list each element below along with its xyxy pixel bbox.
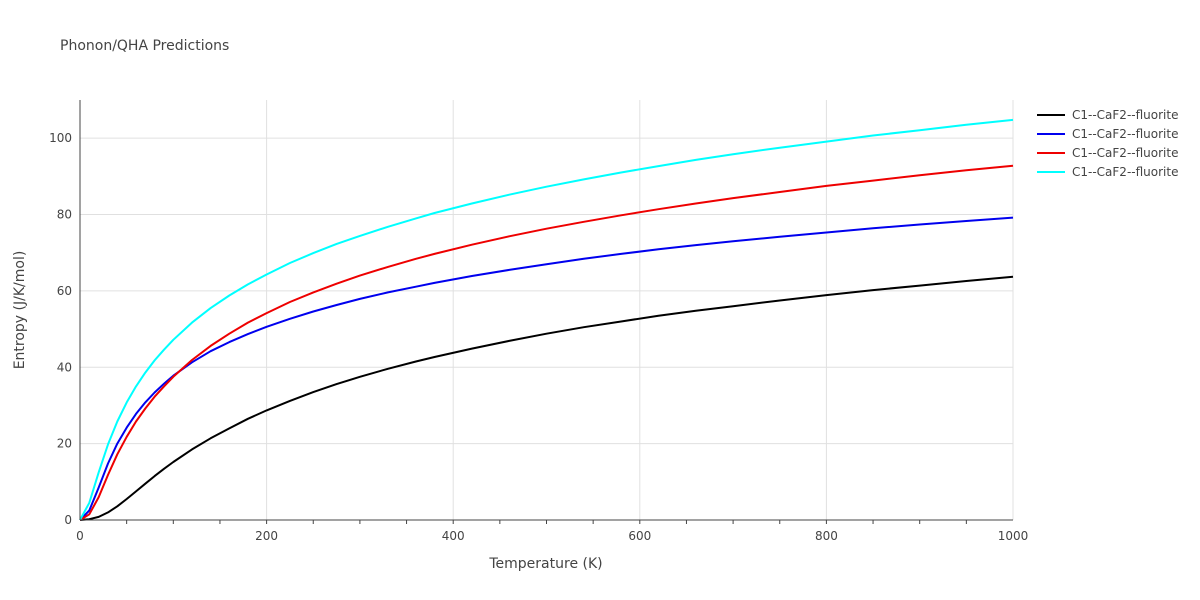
- series-group: [79, 118, 1014, 521]
- chart-title: Phonon/QHA Predictions: [60, 38, 229, 54]
- series-line-4: [79, 118, 1014, 521]
- y-tick-label: 20: [57, 437, 72, 451]
- x-axis-title: Temperature (K): [488, 556, 602, 572]
- x-tick-labels: 0 200 400 600 800 1000: [76, 529, 1028, 543]
- y-tick-labels: 0 20 40 60 80 100: [49, 131, 72, 527]
- legend-item-4[interactable]: C1--CaF2--fluorite: [1037, 165, 1178, 179]
- legend-label: C1--CaF2--fluorite: [1072, 146, 1178, 160]
- legend-label: C1--CaF2--fluorite: [1072, 165, 1178, 179]
- legend-item-3[interactable]: C1--CaF2--fluorite: [1037, 146, 1178, 160]
- x-tick-label: 200: [255, 529, 278, 543]
- legend-label: C1--CaF2--fluorite: [1072, 108, 1178, 122]
- y-tick-label: 80: [57, 208, 72, 222]
- x-tick-label: 400: [442, 529, 465, 543]
- series-line-3: [79, 164, 1014, 521]
- y-tick-label: 40: [57, 360, 72, 374]
- x-tick-label: 1000: [998, 529, 1029, 543]
- grid: [80, 100, 1014, 520]
- legend-item-1[interactable]: C1--CaF2--fluorite: [1037, 108, 1178, 122]
- series-line-1: [79, 275, 1014, 521]
- axes: [79, 100, 1013, 524]
- y-tick-label: 100: [49, 131, 72, 145]
- x-tick-label: 800: [815, 529, 838, 543]
- y-axis-title: Entropy (J/K/mol): [12, 251, 28, 370]
- x-tick-label: 0: [76, 529, 84, 543]
- legend-item-2[interactable]: C1--CaF2--fluorite: [1037, 127, 1178, 141]
- y-tick-label: 60: [57, 284, 72, 298]
- series-line-2: [79, 216, 1014, 521]
- x-tick-label: 600: [628, 529, 651, 543]
- legend-label: C1--CaF2--fluorite: [1072, 127, 1178, 141]
- y-tick-label: 0: [64, 513, 72, 527]
- legend[interactable]: C1--CaF2--fluorite C1--CaF2--fluorite C1--…: [1037, 108, 1178, 179]
